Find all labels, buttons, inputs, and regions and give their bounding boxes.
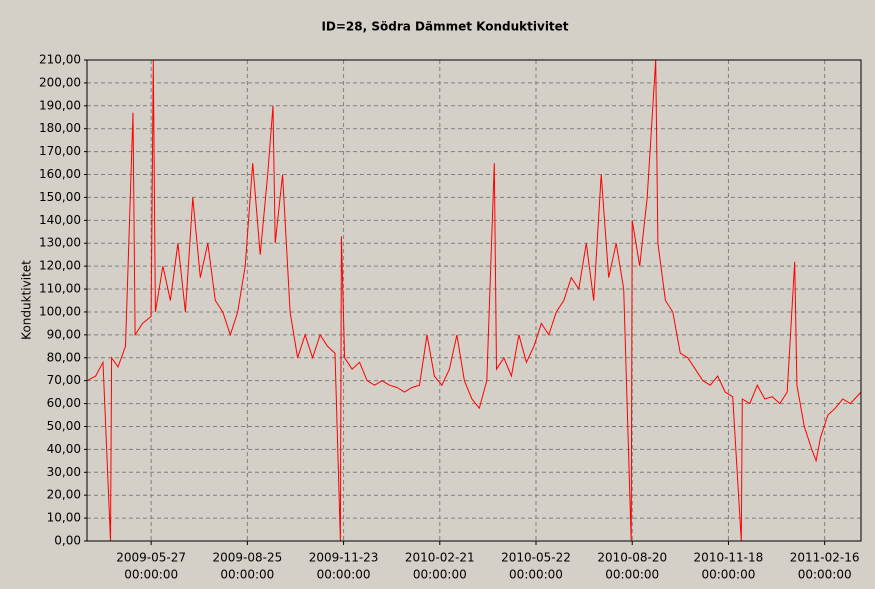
y-tick-label: 170,00 <box>39 144 81 158</box>
x-tick-label: 2010-05-22 <box>501 551 571 565</box>
y-tick-label: 0,00 <box>54 534 81 548</box>
y-tick-label: 150,00 <box>39 190 81 204</box>
y-tick-label: 70,00 <box>47 373 81 387</box>
y-tick-label: 100,00 <box>39 304 81 318</box>
y-tick-label: 30,00 <box>47 465 81 479</box>
x-tick-label: 2010-11-18 <box>694 551 764 565</box>
x-tick-label: 00:00:00 <box>124 568 178 582</box>
x-tick-label: 00:00:00 <box>220 568 274 582</box>
x-tick-label: 00:00:00 <box>317 568 371 582</box>
y-tick-label: 120,00 <box>39 259 81 273</box>
x-tick-label: 2010-08-20 <box>597 551 667 565</box>
y-tick-label: 190,00 <box>39 98 81 112</box>
y-tick-label: 140,00 <box>39 213 81 227</box>
chart-title: ID=28, Södra Dämmet Konduktivitet <box>321 20 568 34</box>
y-tick-label: 60,00 <box>47 396 81 410</box>
y-tick-label: 20,00 <box>47 488 81 502</box>
y-tick-label: 40,00 <box>47 442 81 456</box>
x-tick-label: 00:00:00 <box>413 568 467 582</box>
x-tick-label: 2009-05-27 <box>116 551 186 565</box>
x-tick-label: 2009-08-25 <box>212 551 282 565</box>
y-tick-label: 90,00 <box>47 327 81 341</box>
y-tick-label: 200,00 <box>39 75 81 89</box>
x-tick-label: 00:00:00 <box>798 568 852 582</box>
y-tick-label: 110,00 <box>39 282 81 296</box>
plot-frame <box>86 59 862 542</box>
y-tick-label: 210,00 <box>39 53 81 67</box>
x-tick-label: 00:00:00 <box>509 568 563 582</box>
y-axis-label: Konduktivitet <box>20 260 34 340</box>
y-tick-label: 180,00 <box>39 121 81 135</box>
x-tick-label: 2010-02-21 <box>405 551 475 565</box>
x-tick-label: 2011-02-16 <box>790 551 860 565</box>
y-tick-label: 50,00 <box>47 419 81 433</box>
data-line <box>87 60 861 541</box>
x-tick-label: 00:00:00 <box>701 568 755 582</box>
y-tick-label: 130,00 <box>39 236 81 250</box>
x-tick-label: 2009-11-23 <box>309 551 379 565</box>
y-tick-label: 80,00 <box>47 350 81 364</box>
y-tick-label: 10,00 <box>47 511 81 525</box>
y-tick-label: 160,00 <box>39 167 81 181</box>
x-tick-label: 00:00:00 <box>605 568 659 582</box>
